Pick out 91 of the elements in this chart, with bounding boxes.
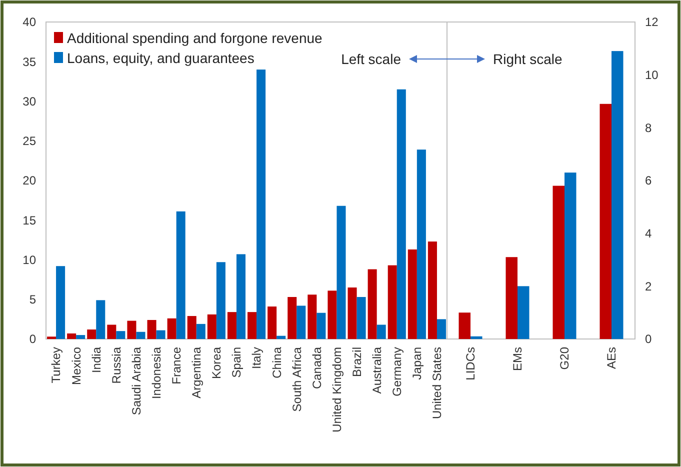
bar	[256, 70, 266, 339]
x-tick-label: Saudi Arabia	[129, 346, 144, 416]
y-tick-label: 0	[29, 332, 36, 346]
y2-tick-label: 6	[645, 174, 652, 188]
bar	[316, 312, 326, 339]
bar	[416, 150, 426, 339]
bar	[236, 254, 246, 339]
bar	[156, 330, 166, 339]
x-tick-label: Mexico	[69, 346, 84, 386]
bar	[87, 329, 96, 339]
bar	[147, 320, 156, 339]
x-tick-label: LIDCs	[464, 347, 478, 380]
y2-tick-label: 10	[645, 68, 659, 82]
legend-label: Loans, equity, and guarantees	[67, 50, 254, 66]
bar	[408, 249, 417, 339]
y-tick-label: 10	[22, 252, 36, 267]
x-tick-label: China	[270, 346, 284, 378]
bar	[552, 186, 564, 339]
bar	[216, 262, 226, 339]
bar	[356, 296, 366, 339]
x-tick-label: France	[170, 346, 184, 384]
bar	[268, 306, 277, 339]
annotation: Right scale	[493, 50, 562, 67]
y-tick-label: 15	[22, 213, 36, 228]
bar	[196, 324, 206, 339]
x-tick-label: Korea	[210, 346, 224, 380]
bar	[336, 206, 346, 339]
x-tick-label: EMs	[510, 347, 525, 371]
bar	[396, 89, 406, 339]
bar	[67, 333, 76, 339]
x-tick-label: Turkey	[49, 347, 64, 384]
x-tick-label: Brazil	[350, 347, 364, 378]
bar	[518, 286, 530, 339]
bar	[612, 51, 624, 339]
bar	[76, 335, 86, 339]
y-tick-label: 25	[22, 134, 36, 148]
x-tick-label: Germany	[390, 347, 404, 396]
bar	[348, 287, 357, 339]
bar	[564, 172, 576, 339]
bar	[127, 320, 136, 339]
bar	[96, 300, 106, 339]
bar	[56, 266, 66, 339]
legend-label: Additional spending and forgone revenue	[67, 30, 323, 46]
x-tick-label: Japan	[410, 347, 424, 380]
y2-tick-label: 12	[645, 15, 659, 30]
y-tick-label: 5	[29, 292, 36, 307]
bar	[176, 211, 186, 339]
x-tick-label: Indonesia	[149, 346, 164, 400]
bar	[368, 269, 377, 339]
bar	[227, 312, 236, 339]
bar	[276, 336, 286, 339]
bar	[388, 265, 397, 339]
bar	[187, 316, 196, 339]
y2-tick-label: 0	[645, 332, 652, 346]
x-tick-label: United States	[430, 347, 444, 420]
y2-tick-label: 2	[645, 279, 652, 294]
bar	[458, 312, 470, 339]
x-tick-label: Canada	[310, 346, 324, 390]
x-tick-label: Australia	[370, 346, 384, 394]
x-tick-label: Italy	[250, 347, 264, 370]
x-tick-label: South Africa	[290, 346, 304, 412]
bar	[248, 312, 257, 339]
x-tick-label: AEs	[604, 347, 619, 370]
bar	[428, 242, 437, 339]
bar	[207, 314, 216, 339]
bar	[470, 336, 482, 339]
x-tick-label: G20	[558, 346, 572, 370]
bar	[116, 331, 126, 339]
bar	[600, 104, 612, 339]
y-tick-label: 35	[22, 54, 36, 69]
y-tick-label: 40	[22, 15, 36, 30]
bar	[328, 290, 337, 339]
bar	[296, 306, 306, 339]
x-tick-label: United Kingdom	[330, 347, 344, 432]
x-tick-label: Spain	[230, 347, 244, 378]
bar	[107, 324, 116, 339]
annotation: Left scale	[341, 50, 402, 67]
bar	[308, 294, 317, 339]
x-tick-label: Argentina	[190, 346, 204, 398]
y2-tick-label: 4	[645, 226, 652, 241]
bar	[506, 257, 518, 339]
y-tick-label: 30	[22, 94, 36, 108]
bar	[136, 332, 146, 339]
bar	[376, 324, 386, 339]
y-tick-label: 20	[22, 174, 36, 188]
bar	[288, 296, 297, 339]
bar	[436, 319, 446, 339]
x-tick-label: Russia	[109, 346, 124, 384]
x-tick-label: India	[89, 346, 104, 374]
bar	[167, 318, 176, 339]
y2-tick-label: 8	[645, 120, 652, 135]
